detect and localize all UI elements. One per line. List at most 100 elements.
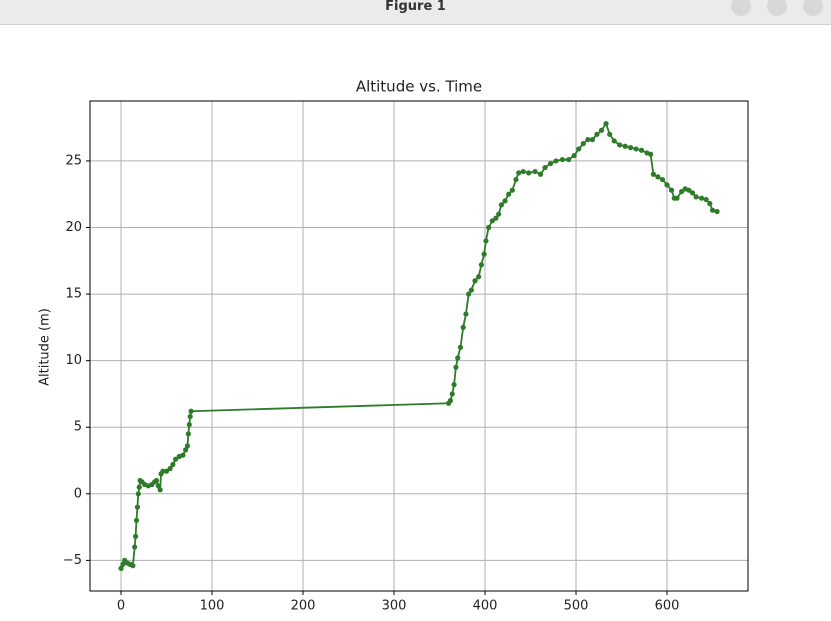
y-tick-label: 10 (65, 353, 82, 368)
point (455, 355, 461, 361)
point (693, 194, 699, 200)
point (709, 207, 716, 213)
point (650, 171, 656, 177)
point (453, 364, 459, 370)
x-tick-label: 200 (291, 599, 316, 614)
y-tick-label: 20 (65, 220, 82, 235)
y-tick-label: 0 (74, 486, 82, 501)
x-tick-label: 300 (382, 599, 407, 614)
point (135, 491, 141, 497)
window-title: Figure 1 (385, 0, 446, 14)
point (184, 443, 191, 449)
point (655, 174, 661, 180)
point (553, 158, 559, 164)
point (633, 146, 639, 152)
point (170, 461, 176, 468)
point (160, 468, 166, 474)
point (118, 565, 124, 571)
point (132, 533, 139, 540)
point (537, 171, 544, 177)
point (571, 152, 577, 159)
point (502, 198, 508, 204)
point (460, 324, 466, 330)
x-tick-label: 400 (473, 599, 498, 614)
point (167, 465, 173, 472)
point (173, 456, 179, 462)
point (526, 170, 532, 176)
point (120, 561, 126, 567)
point (547, 160, 554, 167)
x-tick-label: 100 (200, 599, 225, 614)
point (622, 143, 628, 149)
point (648, 151, 654, 157)
point (542, 164, 548, 171)
point (183, 447, 189, 453)
point (664, 182, 670, 188)
point (707, 200, 713, 207)
point (153, 477, 160, 484)
point (447, 397, 454, 404)
point (472, 278, 478, 284)
y-tick-label: 15 (65, 287, 82, 302)
point (559, 156, 565, 163)
point (668, 187, 675, 193)
point (532, 168, 538, 175)
point (498, 202, 504, 208)
point (136, 484, 142, 490)
point (703, 196, 709, 203)
point (576, 146, 582, 152)
maximize-button[interactable] (767, 0, 787, 16)
point (566, 156, 572, 163)
point (520, 168, 526, 175)
x-tick-label: 600 (655, 599, 680, 614)
point (598, 127, 605, 133)
y-axis-label: Altitude (m) (38, 308, 53, 386)
point (489, 218, 495, 224)
point (180, 452, 186, 458)
point (130, 563, 136, 569)
point (678, 188, 685, 195)
chart: Altitude vs. Time Altitude (m) −5 0 5 10 15 2… (38, 78, 749, 614)
point (457, 344, 464, 350)
point (133, 517, 140, 524)
point (187, 413, 193, 420)
point (674, 195, 680, 201)
point (607, 131, 613, 137)
point (594, 131, 600, 137)
point (698, 195, 705, 201)
point (659, 176, 666, 183)
point (585, 137, 591, 143)
point (449, 391, 455, 397)
title-bar: Figure 1 (0, 0, 831, 25)
point (714, 208, 720, 215)
point (506, 191, 512, 197)
point (481, 251, 487, 257)
y-tick-label: 5 (74, 420, 82, 435)
point (163, 468, 170, 474)
point (493, 215, 499, 221)
point (638, 147, 645, 153)
point (689, 190, 696, 196)
point (611, 138, 617, 144)
point (186, 421, 192, 428)
point (686, 187, 692, 193)
x-tick-label: 0 (117, 599, 125, 614)
point (132, 544, 138, 550)
y-tick-label: 25 (65, 153, 82, 168)
point (617, 142, 623, 148)
x-tick-label: 500 (564, 599, 589, 614)
minimize-button[interactable] (731, 0, 751, 16)
point (589, 137, 595, 143)
point (483, 238, 489, 244)
close-button[interactable] (803, 0, 823, 16)
point (516, 170, 522, 176)
point (496, 211, 502, 217)
point (603, 121, 609, 127)
point (509, 187, 515, 193)
point (451, 382, 457, 388)
point (155, 483, 161, 489)
y-tick-label: −5 (63, 553, 82, 568)
point (478, 262, 484, 268)
point (513, 176, 519, 183)
